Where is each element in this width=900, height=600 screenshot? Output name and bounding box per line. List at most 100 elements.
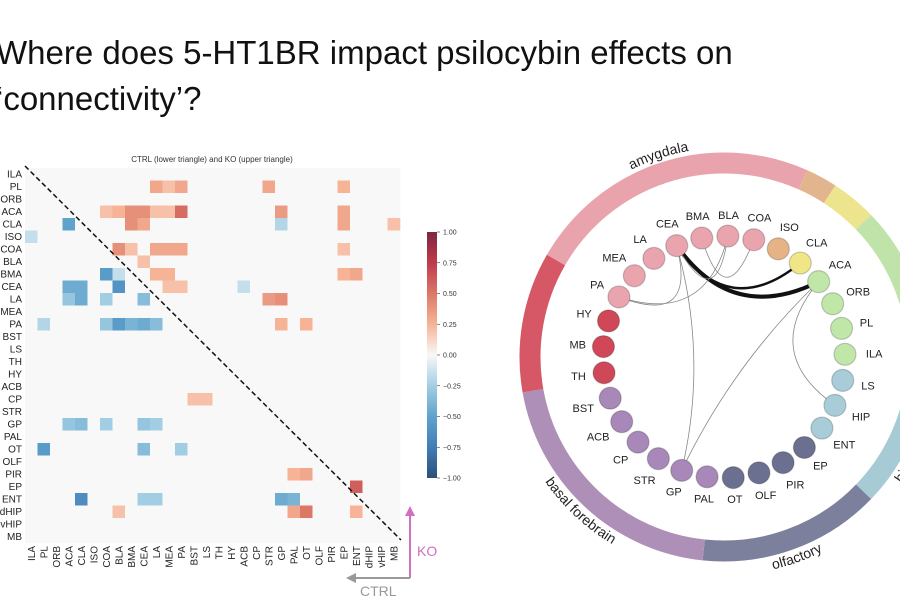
heatmap-cell	[225, 455, 238, 469]
row-label: BST	[3, 332, 22, 343]
heatmap-cell	[325, 330, 338, 344]
heatmap-cell	[100, 343, 113, 356]
heatmap-cell	[237, 218, 251, 231]
heatmap-cell	[337, 468, 351, 481]
heatmap-cell	[87, 468, 101, 481]
node-cp: CP	[613, 430, 650, 466]
heatmap-cell	[387, 305, 401, 319]
heatmap-cell	[50, 268, 63, 281]
heatmap-cell	[37, 318, 51, 331]
row-label: LS	[10, 345, 23, 356]
heatmap-cell	[112, 318, 126, 331]
heatmap-cell	[150, 368, 163, 381]
heatmap-cell	[137, 168, 151, 181]
heatmap-cell	[212, 518, 226, 531]
heatmap-cell	[200, 430, 213, 444]
heatmap-cell	[75, 480, 88, 494]
heatmap-cell	[75, 380, 88, 394]
heatmap-cell	[125, 480, 138, 494]
node-pir: PIR	[771, 451, 804, 491]
heatmap-cell	[62, 480, 76, 494]
heatmap-cell	[387, 480, 401, 494]
heatmap-cell	[75, 368, 88, 381]
group-arc	[546, 152, 808, 266]
group-arc	[702, 484, 872, 562]
heatmap-cell	[287, 168, 301, 181]
node-label: STR	[634, 475, 656, 487]
heatmap-cell	[250, 343, 263, 356]
node-cla: CLA	[788, 238, 828, 275]
heatmap-cell	[375, 318, 388, 331]
node-label: ILA	[866, 349, 883, 361]
heatmap-cell	[187, 168, 201, 181]
heatmap-cell	[225, 230, 238, 244]
heatmap-cell	[375, 518, 388, 531]
heatmap-cell	[200, 168, 213, 181]
row-label: OT	[8, 445, 22, 456]
chord-link	[792, 281, 836, 406]
heatmap-cell	[62, 393, 76, 406]
heatmap-cell	[200, 493, 213, 506]
heatmap-cell	[212, 280, 226, 294]
heatmap-cell	[187, 380, 201, 394]
heatmap-cell	[325, 243, 338, 256]
heatmap-cell	[225, 368, 238, 381]
heatmap-cell	[162, 243, 176, 256]
heatmap-cell	[337, 368, 351, 381]
heatmap-cell	[187, 430, 201, 444]
heatmap-cell	[162, 180, 176, 194]
heatmap-cell	[337, 443, 351, 456]
heatmap-cell	[200, 293, 213, 306]
heatmap-cell	[100, 305, 113, 319]
heatmap-cell	[362, 430, 376, 444]
heatmap-cell	[75, 168, 88, 181]
heatmap-cell	[175, 493, 188, 506]
heatmap-cell	[262, 455, 276, 469]
heatmap-cell	[287, 530, 301, 544]
heatmap-cell	[387, 230, 401, 244]
column-label: PL	[40, 546, 51, 559]
heatmap-cell	[362, 405, 376, 419]
heatmap-cell	[137, 380, 151, 394]
heatmap-cell	[162, 368, 176, 381]
node-circle	[695, 465, 719, 489]
heatmap-cell	[325, 193, 338, 206]
heatmap-cell	[25, 318, 38, 331]
heatmap-cell	[200, 343, 213, 356]
heatmap-cell	[125, 380, 138, 394]
heatmap-cell	[100, 180, 113, 194]
node-label: MEA	[602, 253, 627, 265]
heatmap-cell	[137, 368, 151, 381]
heatmap-cell	[187, 193, 201, 206]
heatmap-cell	[375, 405, 388, 419]
heatmap-cell	[375, 480, 388, 494]
colorbar-tick-label: 1.00	[443, 230, 457, 237]
heatmap-cell	[150, 205, 163, 219]
heatmap-cell	[387, 193, 401, 206]
heatmap-cell	[387, 380, 401, 394]
ctrl-label: CTRL	[360, 583, 397, 599]
heatmap-cell	[75, 180, 88, 194]
heatmap-cell	[325, 205, 338, 219]
heatmap-cell	[200, 405, 213, 419]
heatmap-cell	[37, 218, 51, 231]
heatmap-cell	[250, 193, 263, 206]
heatmap-cell	[225, 280, 238, 294]
node-circle	[622, 264, 646, 288]
heatmap-cell	[225, 480, 238, 494]
heatmap-cell	[225, 468, 238, 481]
heatmap-cell	[25, 405, 38, 419]
heatmap-cell	[112, 368, 126, 381]
heatmap-cell	[262, 355, 276, 369]
heatmap-cell	[87, 318, 101, 331]
heatmap-cell	[375, 368, 388, 381]
heatmap-cell	[362, 393, 376, 406]
heatmap-cell	[212, 268, 226, 281]
heatmap-cell	[212, 493, 226, 506]
heatmap-cell	[25, 243, 38, 256]
heatmap-cell	[137, 255, 151, 269]
heatmap-cell	[37, 443, 51, 456]
heatmap-cell	[250, 168, 263, 181]
heatmap-cell	[50, 468, 63, 481]
heatmap-cell	[325, 343, 338, 356]
